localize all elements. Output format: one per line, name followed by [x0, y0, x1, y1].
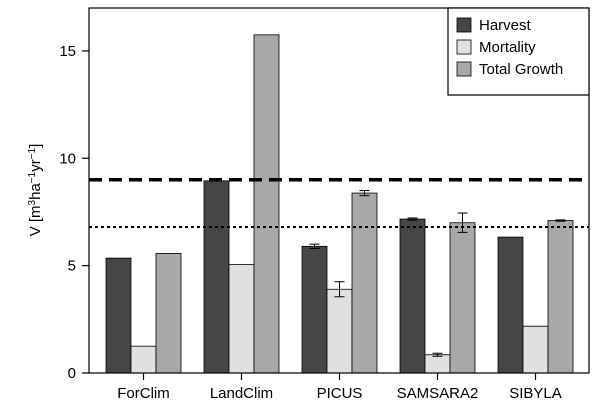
y-tick-label: 10 — [59, 150, 76, 167]
bar-forclim-total-growth — [155, 253, 182, 374]
x-tick-label: PICUS — [317, 385, 363, 402]
bar-picus-harvest — [301, 245, 328, 374]
bars-layer — [105, 34, 574, 374]
error-bar-picus-total-growth — [359, 190, 370, 197]
error-bar-sibyla-total-growth — [555, 219, 566, 222]
legend-swatch-harvest — [456, 17, 472, 33]
x-tick-label: ForClim — [117, 385, 170, 402]
bar-forclim-mortality — [130, 345, 157, 374]
legend-swatch-total-growth — [456, 61, 472, 77]
bar-picus-mortality — [326, 288, 353, 374]
error-bar-samsara2-total-growth — [457, 212, 468, 233]
bar-landclim-harvest — [203, 180, 230, 374]
y-tick-label: 5 — [68, 258, 76, 275]
legend-box — [447, 7, 590, 96]
bar-samsara2-total-growth — [449, 222, 476, 374]
bar-sibyla-total-growth — [547, 220, 574, 374]
legend-label-harvest: Harvest — [479, 17, 532, 34]
legend: Harvest Mortality Total Growth — [447, 7, 590, 96]
legend-swatch-mortality — [456, 39, 472, 55]
bar-landclim-mortality — [228, 264, 255, 374]
y-tick-label: 15 — [59, 43, 76, 60]
x-tick-label: LandClim — [210, 385, 273, 402]
bar-forclim-harvest — [105, 257, 132, 374]
error-bars-layer — [309, 190, 566, 357]
legend-label-mortality: Mortality — [479, 39, 536, 56]
bar-sibyla-harvest — [497, 236, 524, 374]
error-bar-samsara2-harvest — [407, 217, 418, 221]
error-bar-picus-mortality — [334, 281, 345, 298]
bar-samsara2-mortality — [424, 354, 451, 374]
bar-picus-total-growth — [351, 192, 378, 374]
y-axis: 0 5 10 15 — [59, 43, 89, 382]
error-bar-samsara2-mortality — [432, 352, 443, 357]
error-bar-picus-harvest — [309, 243, 320, 249]
bar-samsara2-harvest — [399, 218, 426, 374]
x-axis: ForClim LandClim PICUS SAMSARA2 SIBYLA — [117, 373, 562, 402]
reference-lines-layer — [89, 178, 589, 228]
bar-landclim-total-growth — [253, 34, 280, 374]
legend-label-total-growth: Total Growth — [479, 61, 563, 78]
bar-sibyla-mortality — [522, 325, 549, 374]
x-tick-label: SIBYLA — [509, 385, 562, 402]
y-tick-label: 0 — [68, 365, 76, 382]
y-axis-label: V [m3ha−1yr−1] — [27, 144, 45, 237]
x-tick-label: SAMSARA2 — [397, 385, 479, 402]
